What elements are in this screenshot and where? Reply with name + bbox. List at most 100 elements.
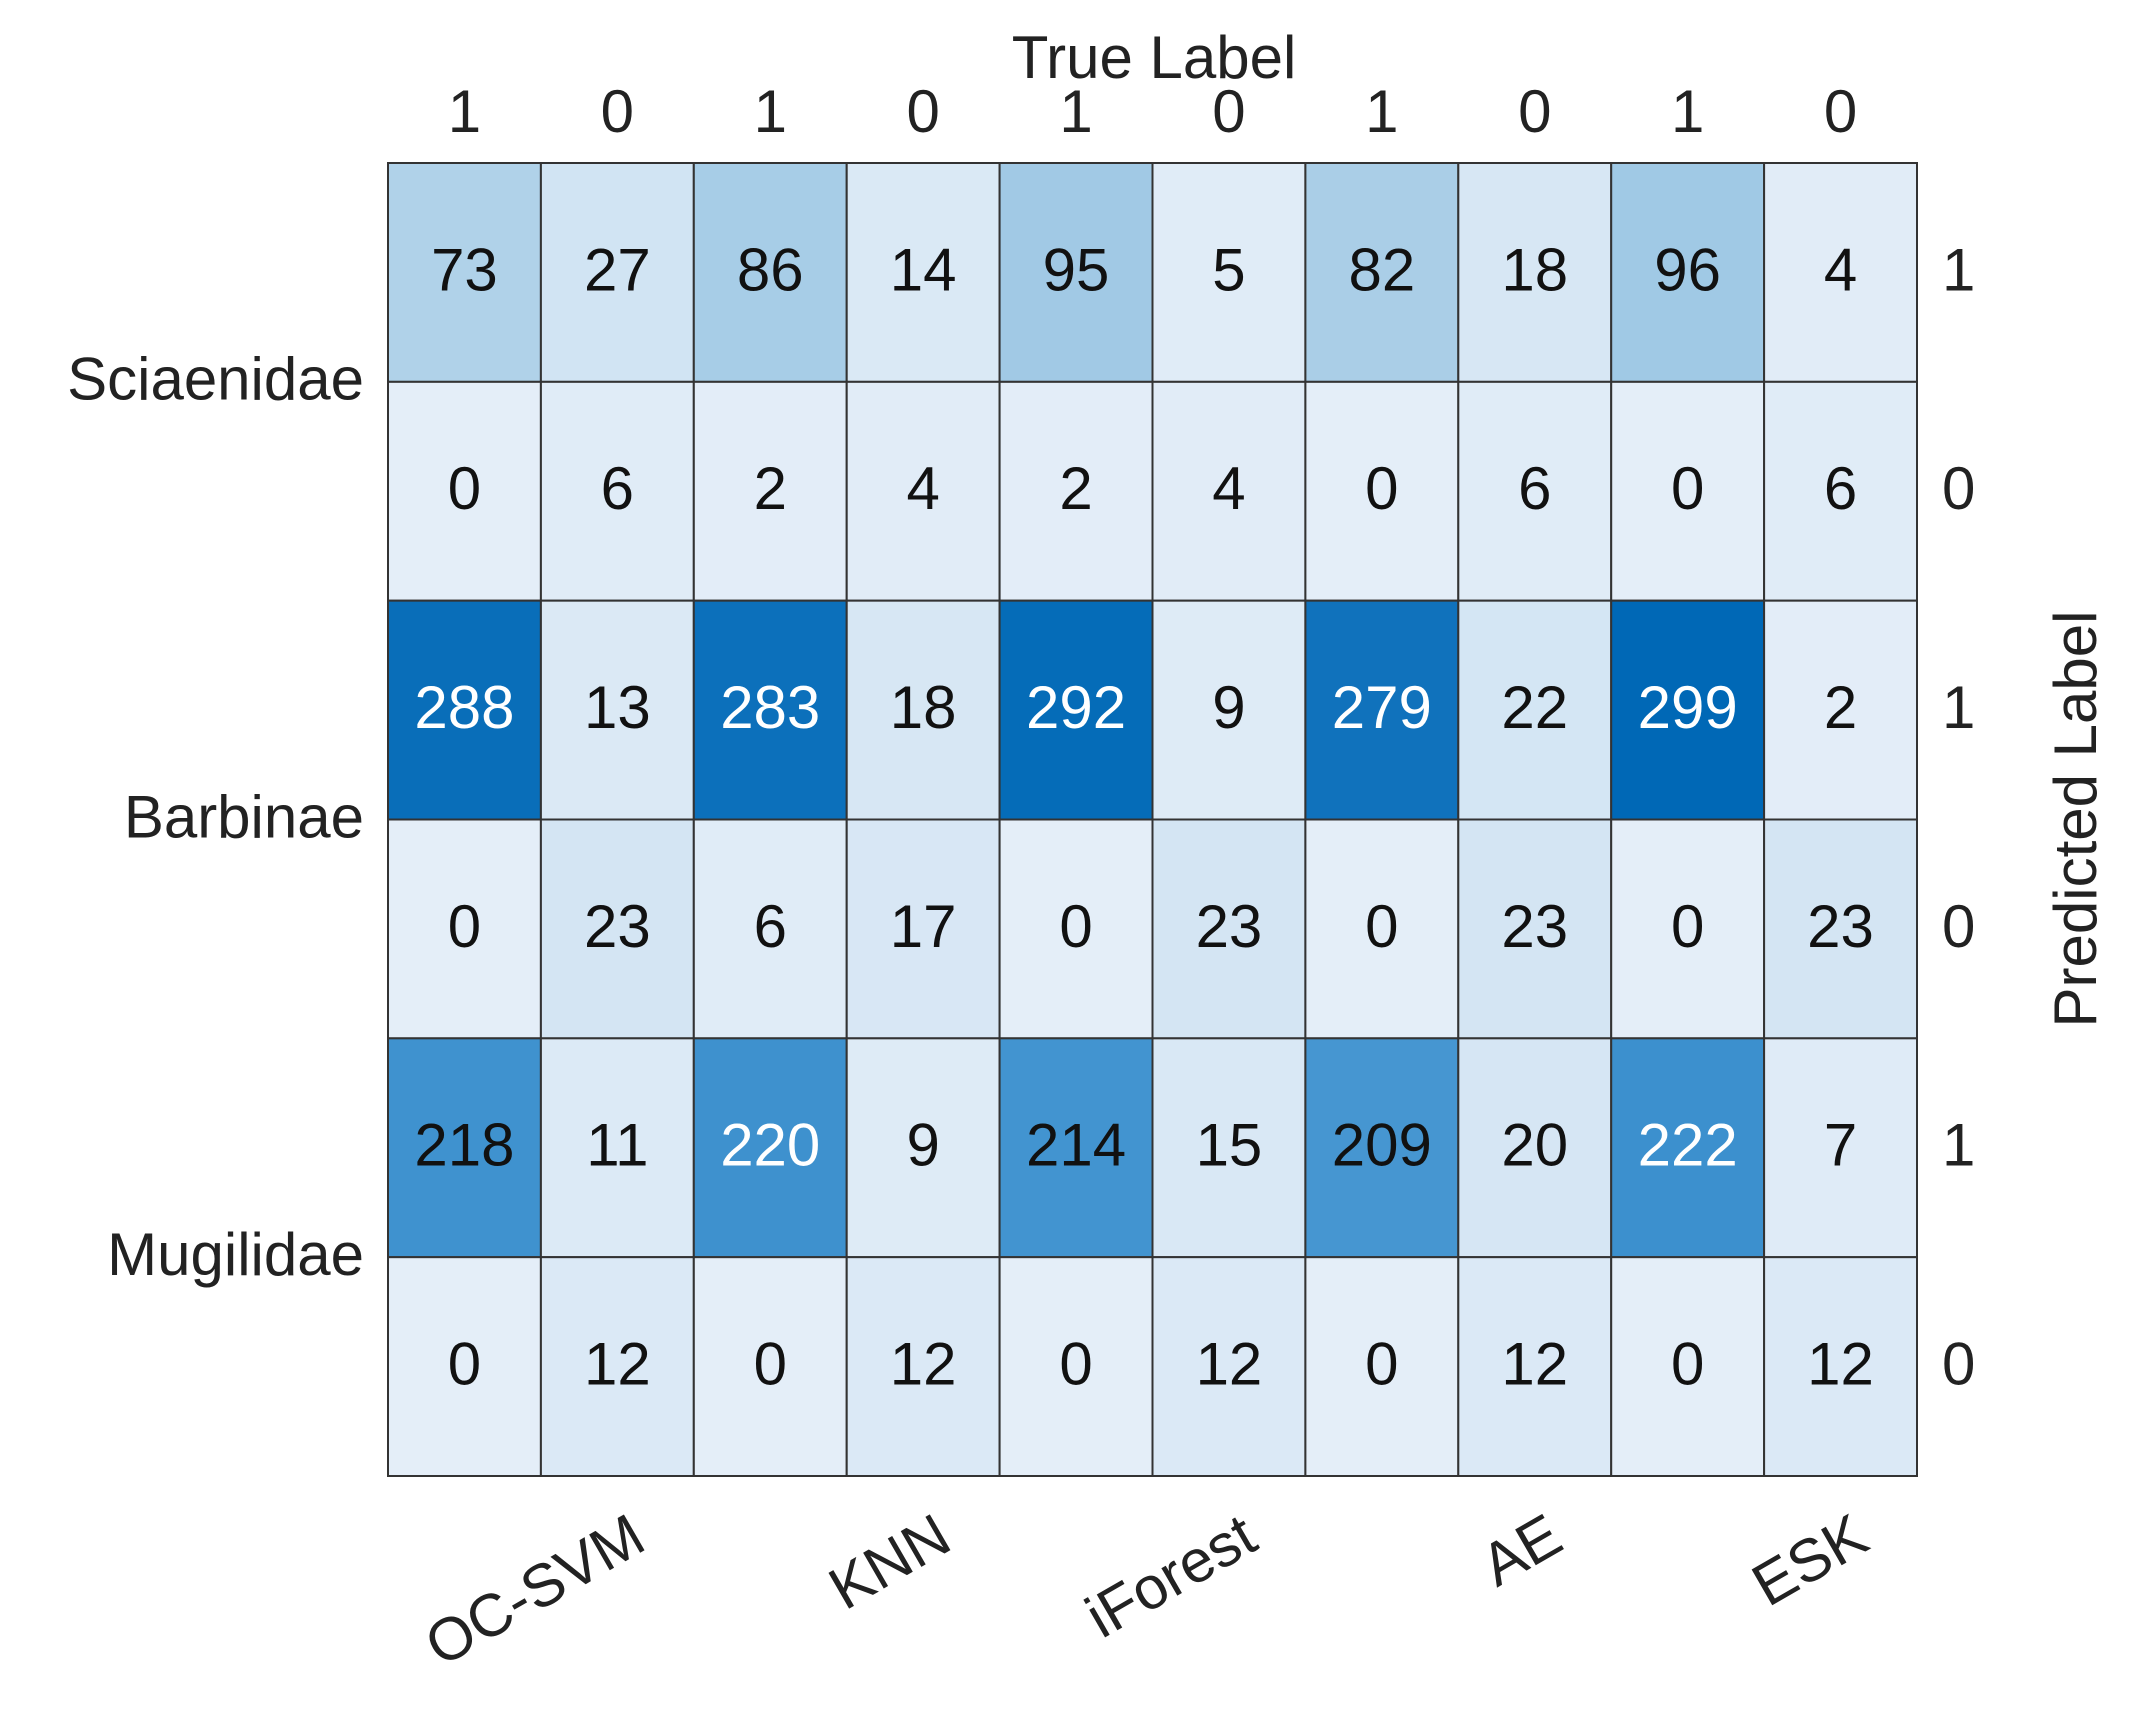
- row-group-label: Sciaenidae: [67, 346, 364, 413]
- cell-value: 12: [584, 1330, 651, 1397]
- cell-value: 23: [1807, 893, 1874, 960]
- cell-value: 214: [1026, 1112, 1126, 1179]
- cell-value: 209: [1332, 1112, 1432, 1179]
- heatmap-cell: [539, 380, 695, 602]
- cell-value: 14: [890, 236, 957, 303]
- x-axis-title: True Label: [1012, 24, 1297, 91]
- heatmap-cell: [1610, 1256, 1766, 1477]
- heatmap-cell: [1610, 818, 1766, 1040]
- heatmap-cell: [1610, 380, 1766, 602]
- heatmap-cell: [1151, 1037, 1307, 1259]
- y-tick-label: 1: [1942, 1112, 1975, 1179]
- heatmap-cell: [1610, 599, 1766, 821]
- cell-value: 18: [890, 674, 957, 741]
- heatmap-cell: [1610, 1037, 1766, 1259]
- heatmap-cell: [1457, 1256, 1613, 1477]
- x-tick-label: 1: [754, 78, 787, 145]
- heatmap-cell: [1151, 1256, 1307, 1477]
- heatmap-cell: [539, 1037, 695, 1259]
- cell-value: 6: [754, 893, 787, 960]
- cell-value: 6: [601, 455, 634, 522]
- x-tick-label: 0: [601, 78, 634, 145]
- heatmap-cell: [387, 599, 542, 821]
- cell-value: 218: [414, 1112, 514, 1179]
- heatmap-cell: [692, 599, 848, 821]
- x-tick-label: 0: [1212, 78, 1245, 145]
- cell-value: 299: [1638, 674, 1738, 741]
- cell-value: 23: [584, 893, 651, 960]
- column-group-label: OC-SVM: [414, 1501, 655, 1679]
- column-group-label: iForest: [1075, 1501, 1268, 1651]
- heatmap-cell: [1457, 380, 1613, 602]
- cell-value: 0: [448, 893, 481, 960]
- heatmap-cell: [1763, 1256, 1918, 1477]
- heatmap-cell: [998, 1037, 1154, 1259]
- heatmap-cell: [692, 1256, 848, 1477]
- cell-value: 0: [1671, 455, 1704, 522]
- cell-value: 0: [448, 1330, 481, 1397]
- x-tick-label: 0: [1824, 78, 1857, 145]
- heatmap-cell: [539, 599, 695, 821]
- heatmap-cell: [1763, 599, 1918, 821]
- x-tick-label: 1: [1059, 78, 1092, 145]
- x-tick-label: 1: [448, 78, 481, 145]
- cell-value: 0: [448, 455, 481, 522]
- cell-value: 12: [890, 1330, 957, 1397]
- row-group-label: Barbinae: [124, 783, 364, 850]
- column-group-label: KNN: [818, 1501, 961, 1622]
- heatmap-cell: [387, 1256, 542, 1477]
- heatmap-cell: [845, 380, 1001, 602]
- cell-value: 27: [584, 236, 651, 303]
- cell-value: 9: [1212, 674, 1245, 741]
- cell-value: 0: [1059, 893, 1092, 960]
- cell-value: 2: [1824, 674, 1857, 741]
- cell-value: 23: [1501, 893, 1568, 960]
- cell-value: 222: [1638, 1112, 1738, 1179]
- x-tick-label: 1: [1365, 78, 1398, 145]
- cell-value: 18: [1501, 236, 1568, 303]
- cell-value: 0: [1365, 455, 1398, 522]
- x-tick-label: 0: [906, 78, 939, 145]
- cell-value: 5: [1212, 236, 1245, 303]
- heatmap-cell: [998, 1256, 1154, 1477]
- cell-value: 4: [906, 455, 939, 522]
- heatmap-cell: [1304, 380, 1460, 602]
- cell-value: 95: [1043, 236, 1110, 303]
- heatmap-cell: [1763, 818, 1918, 1040]
- cell-value: 0: [1365, 1330, 1398, 1397]
- cell-value: 23: [1196, 893, 1263, 960]
- y-tick-label: 0: [1942, 1330, 1975, 1397]
- heatmap-cell: [998, 599, 1154, 821]
- heatmap-cell: [845, 1256, 1001, 1477]
- cell-value: 17: [890, 893, 957, 960]
- heatmap-cell: [1304, 599, 1460, 821]
- y-tick-label: 0: [1942, 893, 1975, 960]
- heatmap-cell: [998, 818, 1154, 1040]
- heatmap-cell: [845, 162, 1001, 383]
- cell-value: 0: [754, 1330, 787, 1397]
- heatmap-cell: [1304, 818, 1460, 1040]
- cell-value: 2: [1059, 455, 1092, 522]
- heatmap-cell: [539, 162, 695, 383]
- heatmap-cell: [1151, 380, 1307, 602]
- cell-value: 11: [586, 1112, 648, 1179]
- heatmap-cell: [1151, 162, 1307, 383]
- cell-value: 6: [1824, 455, 1857, 522]
- heatmap-cell: [1457, 1037, 1613, 1259]
- cell-value: 0: [1059, 1330, 1092, 1397]
- cell-value: 7: [1824, 1112, 1857, 1179]
- column-group-label: ESK: [1741, 1501, 1878, 1619]
- cell-value: 220: [720, 1112, 820, 1179]
- cell-value: 2: [754, 455, 787, 522]
- cell-value: 279: [1332, 674, 1432, 741]
- cell-value: 13: [584, 674, 651, 741]
- cell-value: 0: [1671, 1330, 1704, 1397]
- cell-value: 12: [1501, 1330, 1568, 1397]
- cell-value: 6: [1518, 455, 1551, 522]
- cell-value: 12: [1807, 1330, 1874, 1397]
- cell-value: 82: [1348, 236, 1415, 303]
- heatmap-cell: [1457, 599, 1613, 821]
- x-tick-label: 1: [1671, 78, 1704, 145]
- heatmap-cell: [1151, 818, 1307, 1040]
